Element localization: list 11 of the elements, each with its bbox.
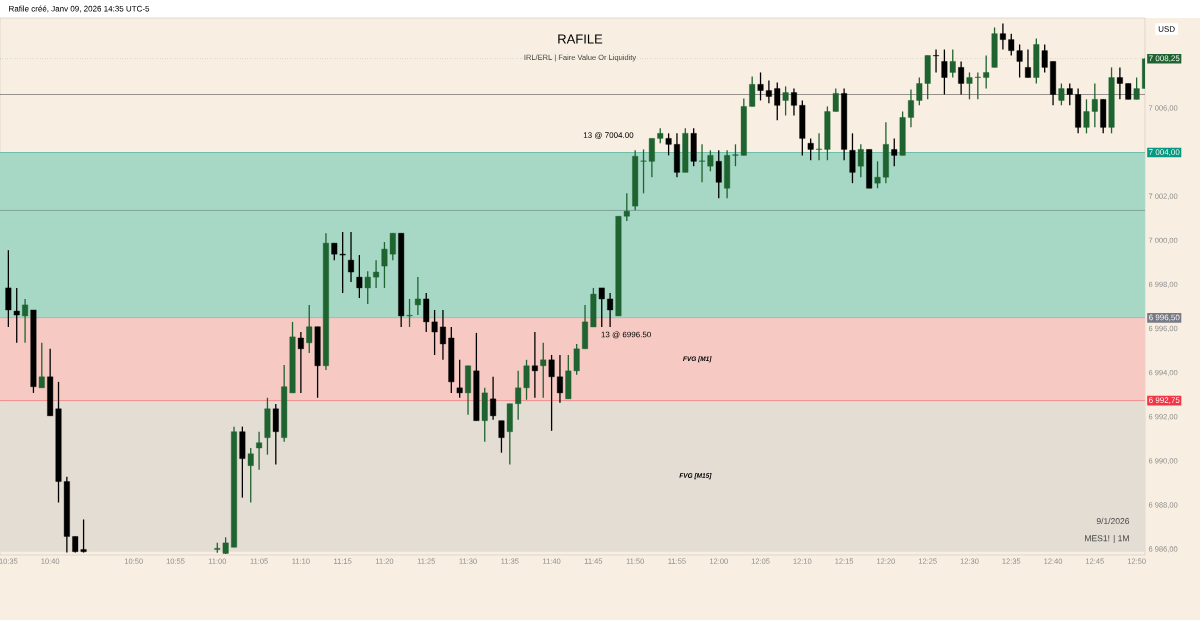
annotation: 9/1/2026 xyxy=(1096,517,1130,525)
y-axis-title: USD xyxy=(1158,26,1175,32)
annotation: 13 @ 6996.50 xyxy=(601,331,651,339)
text: RAFILE xyxy=(558,34,603,44)
text: Rafile créé, Janv 09, 2026 14:35 UTC-5 xyxy=(9,5,150,13)
annotation: 13 @ 7004.00 xyxy=(583,132,634,139)
annotation: MES1! | 1M xyxy=(1085,535,1129,543)
ref-line-label: 6 996,50 xyxy=(1149,314,1180,322)
ref-line-label: 7 008,25 xyxy=(1149,55,1180,63)
ref-line-label: 7 004,00 xyxy=(1149,149,1180,156)
ref-line-label: 6 992,75 xyxy=(1149,397,1180,404)
